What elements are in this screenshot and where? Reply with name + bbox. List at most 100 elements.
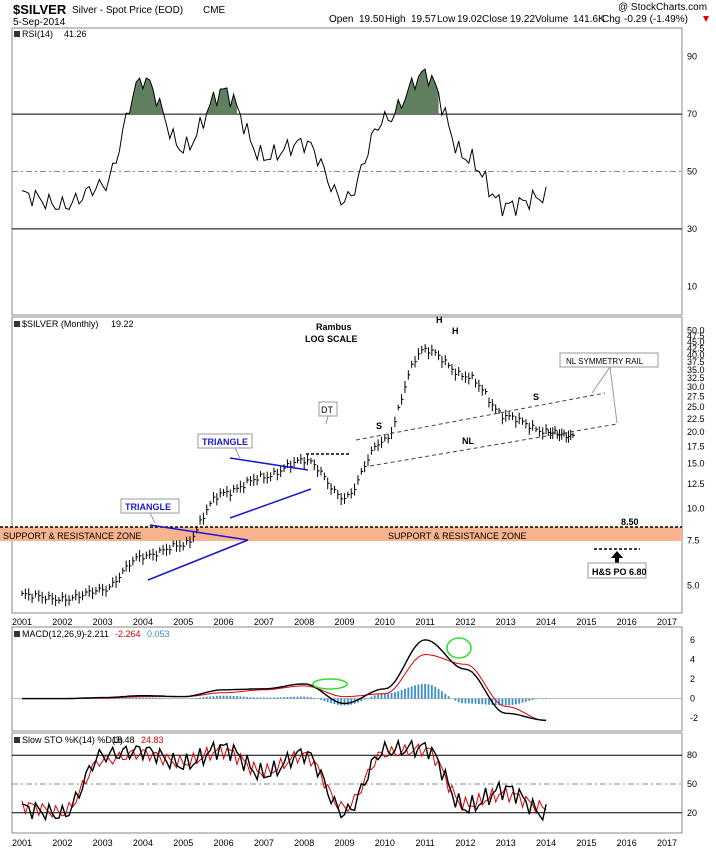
macd-hist-bar	[252, 697, 255, 699]
macd-hist-bar	[289, 696, 292, 699]
macd-tick-label: -2	[690, 713, 698, 723]
sto-d-value: 24.83	[141, 735, 164, 745]
macd-hist-bar	[148, 697, 151, 699]
macd-hist-bar	[447, 696, 450, 699]
macd-crossover-circle-1	[312, 678, 348, 690]
macd-hist-bar	[343, 698, 346, 706]
macd-hist-bar	[155, 697, 158, 699]
x-tick-label: 2016	[617, 617, 637, 627]
neckline-label: NL	[462, 436, 474, 446]
macd-hist-bar	[508, 698, 511, 706]
macd-hist-bar	[246, 696, 248, 699]
price-tick-label: 15.0	[687, 459, 705, 469]
macd-hist-bar	[330, 698, 332, 704]
quote-high-label: High	[385, 14, 406, 25]
macd-hist-bar	[209, 696, 212, 699]
macd-hist-bar	[226, 695, 228, 699]
x-tick-label: 2006	[214, 617, 234, 627]
macd-legend-marker	[14, 631, 20, 637]
price-tick-label: 5.0	[687, 580, 700, 590]
macd-hist-bar	[286, 697, 289, 699]
x-tick-label-bottom: 2010	[375, 838, 395, 848]
macd-hist-bar	[504, 698, 507, 706]
macd-hist-bar	[380, 693, 383, 699]
macd-hist-bar	[467, 698, 470, 704]
macd-hist-bar	[320, 698, 322, 700]
x-tick-label: 2004	[133, 617, 153, 627]
price-tick-label: 17.5	[687, 442, 705, 452]
macd-hist-bar	[363, 698, 366, 700]
price-tick-label: 37.5	[687, 357, 705, 367]
triangle-2-lower	[229, 488, 312, 519]
macd-hist-bar	[525, 698, 527, 702]
macd-series-line	[22, 639, 547, 721]
macd-hist-bar	[531, 698, 534, 700]
macd-hist-bar	[367, 698, 369, 699]
macd-hist-bar	[215, 695, 218, 699]
quote-volume: 141.6K	[573, 14, 605, 25]
x-tick-label: 2014	[536, 617, 556, 627]
macd-hist-bar	[219, 695, 222, 699]
sto-k-value: 18.48	[112, 735, 135, 745]
x-tick-label-bottom: 2007	[254, 838, 274, 848]
macd-hist-bar	[158, 697, 161, 699]
macd-hist-bar	[383, 693, 386, 699]
macd-hist-bar	[474, 698, 477, 704]
x-tick-label-bottom: 2003	[93, 838, 113, 848]
rsi-tick-label: 30	[687, 224, 697, 234]
macd-tick-label: 0	[690, 694, 695, 704]
sto-d-line	[21, 742, 547, 819]
quote-high: 19.57	[411, 14, 436, 25]
macd-hist-bar	[346, 698, 349, 706]
head-2-label: H	[452, 326, 459, 336]
x-tick-label: 2008	[294, 617, 314, 627]
macd-histogram	[64, 683, 547, 706]
price-bars	[21, 344, 575, 607]
x-axis-middle: 2001 2002 2003 2004 2005 2006 2007 2008 2009 2010…	[12, 617, 677, 627]
price-axis: 5.0 7.5 10.0 12.5 15.0 17.5 20.0 22.5 25.027.530…	[687, 325, 705, 590]
rsi-series-line	[21, 68, 547, 217]
macd-hist-bar	[393, 692, 396, 699]
chart-title-rambus: Rambus	[316, 322, 352, 332]
price-tick-label: 22.5	[687, 414, 705, 424]
triangle-2-pointer	[234, 447, 241, 459]
sto-axis: 20 50 80	[687, 750, 697, 818]
x-tick-label-bottom: 2005	[173, 838, 193, 848]
dt-pointer	[325, 415, 329, 425]
macd-hist-bar	[135, 697, 138, 699]
macd-hist-bar	[323, 698, 326, 702]
macd-hist-bar	[373, 695, 376, 699]
price-tick-label: 40.0	[687, 350, 705, 360]
quote-chg: -0.29 (-1.49%)	[624, 14, 688, 25]
macd-hist-bar	[202, 697, 205, 699]
x-tick-label-bottom: 2016	[617, 838, 637, 848]
symmetry-rail-label: NL SYMMETRY RAIL	[566, 357, 644, 366]
macd-hist-bar	[310, 697, 312, 699]
price-tick-label: 27.5	[687, 392, 705, 402]
macd-hist-bar	[430, 685, 433, 699]
sto-panel	[11, 732, 683, 834]
macd-hist-bar	[125, 697, 128, 699]
x-tick-label-bottom: 2012	[455, 838, 475, 848]
macd-hist-bar	[279, 697, 282, 699]
macd-hist-bar	[434, 686, 437, 699]
quote-low: 19.02	[457, 14, 482, 25]
macd-legend: MACD(12,26,9) -2.211 -2.264 0.053	[14, 629, 170, 639]
macd-hist-bar	[306, 696, 309, 699]
price-legend: $SILVER (Monthly) 19.22	[14, 319, 134, 329]
macd-tick-label: 2	[690, 674, 695, 684]
symmetry-rail-label-box	[559, 352, 659, 368]
triangle-2-label-box	[197, 433, 253, 449]
macd-hist-bar	[535, 698, 537, 700]
macd-value: -2.211	[84, 629, 109, 639]
rsi-label: RSI(14)	[22, 29, 53, 39]
macd-hist-bar	[212, 696, 215, 699]
macd-hist-bar	[236, 696, 238, 699]
macd-hist-bar	[484, 698, 487, 705]
quote-open-label: Open	[329, 14, 353, 25]
macd-hist-bar	[293, 696, 296, 699]
rsi-gridlines	[12, 113, 682, 230]
x-tick-label-bottom: 2008	[294, 838, 314, 848]
chart-name: Silver - Spot Price (EOD)	[72, 5, 183, 16]
rsi-tick-label: 50	[687, 167, 697, 177]
